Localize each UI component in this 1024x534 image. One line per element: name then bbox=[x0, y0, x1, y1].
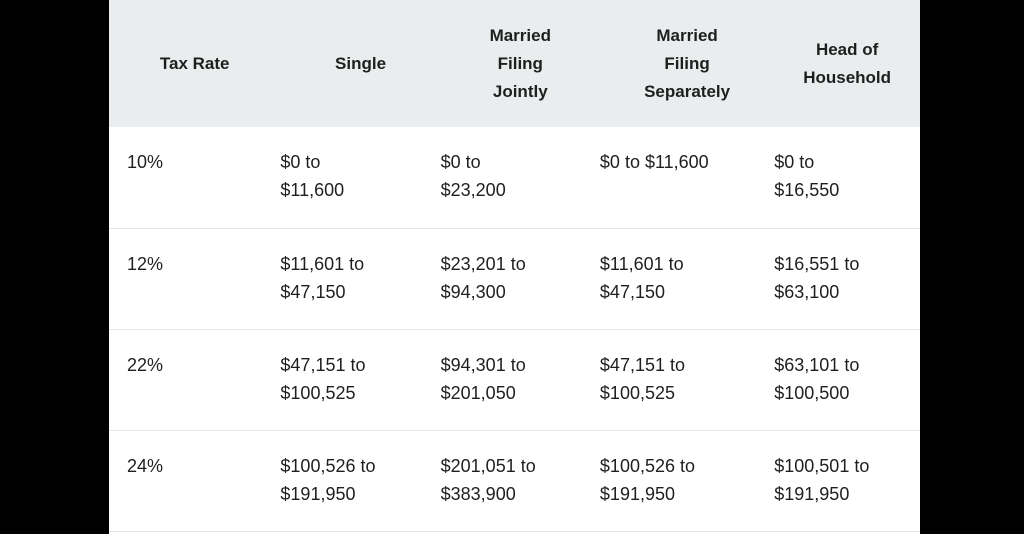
cell-tax-rate: 10% bbox=[127, 152, 164, 172]
header-tax-rate: Tax Rate bbox=[159, 53, 230, 73]
header-single: Single bbox=[335, 53, 387, 73]
table-row: 24% $100,526 to $191,950 $201,051 to $38… bbox=[109, 430, 920, 531]
cell-married-filing-separately: $47,151 to $100,525 bbox=[599, 354, 685, 403]
cell-tax-rate: 12% bbox=[127, 253, 164, 274]
cell-married-filing-separately: $100,526 to $191,950 bbox=[599, 455, 696, 504]
table-row: 10% $0 to $11,600 $0 to $23,200 $0 to $1… bbox=[109, 127, 920, 228]
cell-married-filing-jointly: $94,301 to $201,050 bbox=[440, 354, 526, 403]
cell-married-filing-separately: $11,601 to $47,150 bbox=[599, 253, 684, 302]
cell-single: $47,151 to $100,525 bbox=[280, 354, 366, 403]
cell-tax-rate: 24% bbox=[127, 455, 164, 476]
header-married-filing-separately: Married Filing Separately bbox=[644, 25, 731, 101]
cell-married-filing-jointly: $23,201 to $94,300 bbox=[440, 253, 526, 302]
header-head-of-household: Head of Household bbox=[803, 39, 892, 87]
table-row: 22% $47,151 to $100,525 $94,301 to $201,… bbox=[109, 329, 920, 430]
table-header-row: Tax Rate Single Married Filing Jointly M… bbox=[109, 0, 920, 127]
header-married-filing-jointly: Married Filing Jointly bbox=[489, 25, 551, 101]
cell-head-of-household: $0 to $16,550 bbox=[774, 152, 840, 200]
cell-single: $0 to $11,600 bbox=[280, 152, 345, 200]
cell-married-filing-separately: $0 to $11,600 bbox=[599, 152, 709, 172]
table-row: 12% $11,601 to $47,150 $23,201 to $94,30… bbox=[109, 228, 920, 329]
cell-married-filing-jointly: $0 to $23,200 bbox=[440, 152, 506, 200]
cell-head-of-household: $63,101 to $100,500 bbox=[774, 354, 860, 403]
cell-married-filing-jointly: $201,051 to $383,900 bbox=[440, 455, 536, 504]
tax-bracket-table: Tax Rate Single Married Filing Jointly M… bbox=[109, 0, 920, 532]
cell-tax-rate: 22% bbox=[127, 354, 164, 375]
cell-single: $11,601 to $47,150 bbox=[280, 253, 365, 302]
cell-head-of-household: $16,551 to $63,100 bbox=[774, 253, 860, 302]
cell-single: $100,526 to $191,950 bbox=[280, 455, 376, 504]
cell-head-of-household: $100,501 to $191,950 bbox=[774, 455, 870, 504]
tax-bracket-table-container: Tax Rate Single Married Filing Jointly M… bbox=[109, 0, 920, 534]
